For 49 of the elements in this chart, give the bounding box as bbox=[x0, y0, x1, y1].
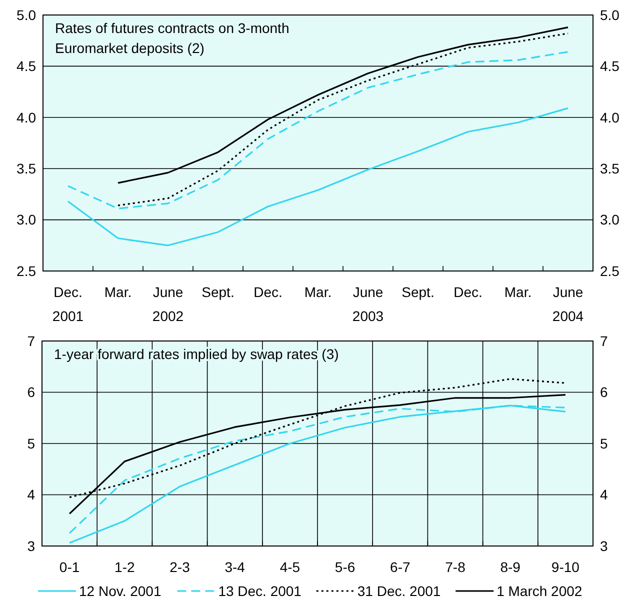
y-tick-label: 3.0 bbox=[16, 212, 36, 228]
y-tick-label: 7 bbox=[27, 332, 36, 349]
line-series bbox=[67, 107, 569, 246]
y2-tick-label: 4.0 bbox=[600, 109, 620, 126]
y2-tick-label: 3 bbox=[600, 538, 608, 554]
x-tick-label: Dec. bbox=[254, 284, 282, 300]
y-tick-label: 3 bbox=[27, 538, 36, 554]
legend-label: 1 March 2002 bbox=[496, 583, 582, 599]
x-tick-label: Mar. bbox=[304, 284, 332, 300]
legend-label: 13 Dec. 2001 bbox=[218, 583, 302, 599]
text: Rates of futures contracts on 3-month Euromarket deposits (2) bbox=[55, 20, 290, 56]
y2-tick-label: 6 bbox=[600, 384, 608, 400]
legend-label: 31 Dec. 2001 bbox=[357, 583, 441, 599]
x-tick-label: 9-10 bbox=[551, 559, 580, 575]
x-tick-label: Dec. bbox=[454, 284, 482, 300]
x-tick-label: 5-6 bbox=[334, 559, 356, 575]
x-tick-label: 3-4 bbox=[224, 559, 246, 575]
x-tick-label: June 2004 bbox=[552, 284, 584, 324]
y-tick-label: 2.5 bbox=[16, 262, 36, 279]
x-tick-label: Dec. 2001 bbox=[52, 284, 84, 324]
x-tick-label: 4-5 bbox=[280, 559, 300, 575]
y-tick-label: 3.5 bbox=[16, 160, 36, 176]
y2-tick-label: 4.5 bbox=[600, 58, 620, 74]
y2-tick-label: 3.0 bbox=[600, 212, 620, 228]
y-tick-label: 5.0 bbox=[16, 6, 36, 23]
x-tick-label: 6-7 bbox=[390, 559, 410, 575]
x-tick-label: Mar. bbox=[504, 284, 532, 300]
y-tick-label: 4.0 bbox=[16, 109, 36, 126]
y-tick-label: 4 bbox=[27, 486, 36, 503]
y2-tick-label: 5 bbox=[600, 435, 608, 452]
y-tick-label: 6 bbox=[27, 384, 36, 400]
x-tick-label: June 2003 bbox=[352, 284, 384, 324]
y2-tick-label: 3.5 bbox=[600, 160, 620, 176]
y-tick-label: 5 bbox=[27, 435, 36, 452]
y2-tick-label: 2.5 bbox=[600, 262, 620, 279]
y2-tick-label: 7 bbox=[600, 332, 608, 349]
x-tick-label: Mar. bbox=[104, 284, 132, 300]
x-tick-label: 8-9 bbox=[500, 559, 521, 575]
x-tick-label: 2-3 bbox=[170, 559, 190, 575]
legend-label: 12 Nov. 2001 bbox=[79, 583, 162, 599]
x-tick-label: 0-1 bbox=[59, 559, 80, 575]
y-tick-label: 4.5 bbox=[16, 58, 36, 74]
x-tick-label: June 2002 bbox=[152, 284, 184, 324]
y2-tick-label: 5.0 bbox=[600, 6, 620, 23]
x-tick-label: 1-2 bbox=[114, 559, 135, 575]
y2-tick-label: 4 bbox=[600, 486, 608, 503]
x-tick-label: Sept. bbox=[202, 284, 234, 300]
x-tick-label: 7-8 bbox=[445, 559, 466, 575]
x-tick-label: Sept. bbox=[402, 284, 434, 300]
